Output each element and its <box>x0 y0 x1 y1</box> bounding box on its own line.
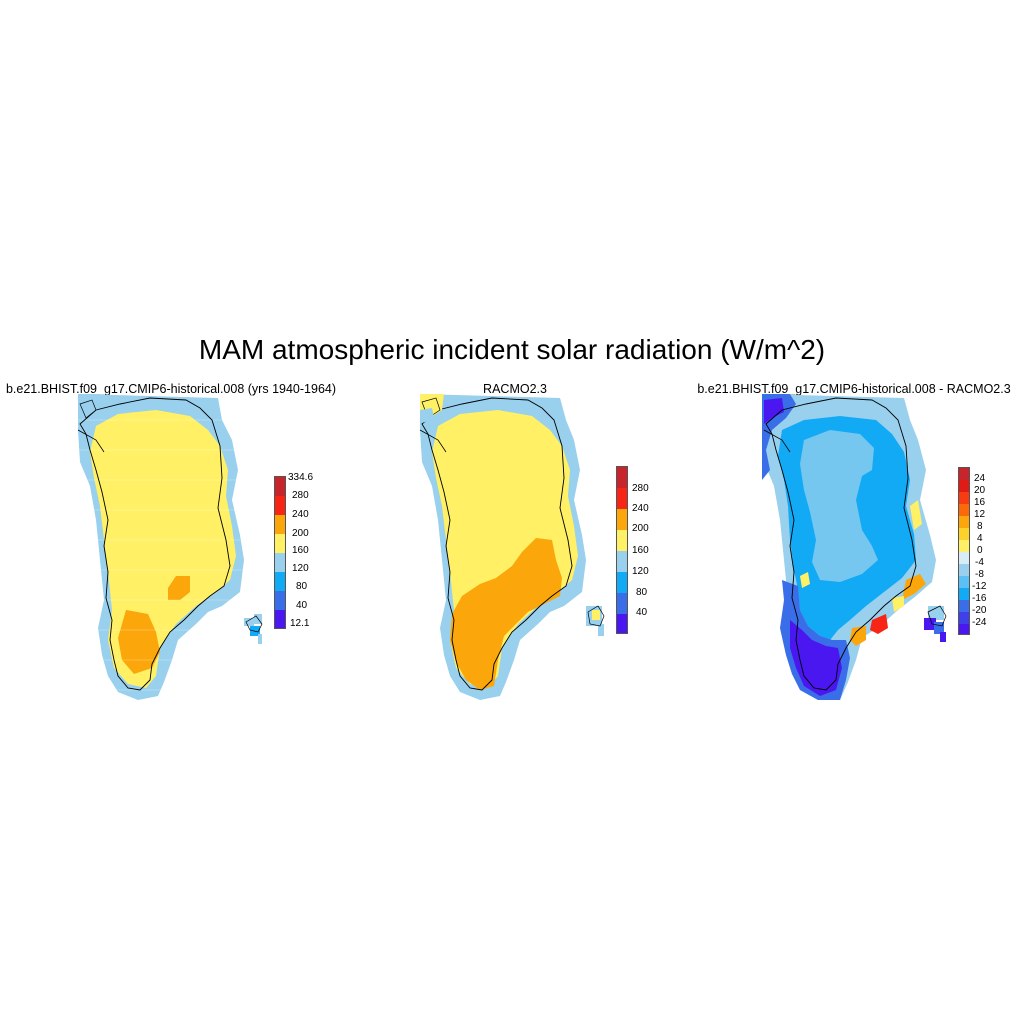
colorbar-3 <box>958 467 970 635</box>
colorbar-3-label: 0 <box>977 545 983 556</box>
colorbar-3-label: 20 <box>974 485 986 496</box>
colorbar-1-label: 12.1 <box>290 618 310 629</box>
colorbar-3-label: 8 <box>977 521 983 532</box>
colorbar-3-label: 12 <box>974 509 986 520</box>
colorbar-3-label: -20 <box>972 605 987 616</box>
greenland-field-1 <box>78 394 244 700</box>
colorbar-1-label: 160 <box>292 545 309 556</box>
panel-2-map <box>419 394 605 700</box>
panel-1-title: b.e21.BHIST.f09_g17.CMIP6-historical.008… <box>5 382 337 396</box>
coastline-1 <box>79 397 231 691</box>
panel-3-map <box>762 394 947 700</box>
colorbar-2-label: 280 <box>632 483 649 494</box>
panel-3-title: b.e21.BHIST.f09_g17.CMIP6-historical.008… <box>697 382 1011 396</box>
colorbar-1-label: 40 <box>296 600 308 611</box>
ellesmere-fragment-1 <box>78 394 100 420</box>
colorbar-3-label: -24 <box>972 617 987 628</box>
greenland-field-3 <box>762 394 936 700</box>
colorbar-1-label: 334.6 <box>288 472 314 483</box>
greenland-field-2 <box>420 394 586 700</box>
colorbar-1-label: 80 <box>296 581 308 592</box>
colorbar-2 <box>616 466 628 634</box>
coastline-2 <box>421 397 573 691</box>
colorbar-2-label: 200 <box>632 523 649 534</box>
figure-title: MAM atmospheric incident solar radiation… <box>198 334 826 365</box>
colorbar-2-label: 80 <box>636 587 648 598</box>
colorbar-1-label: 240 <box>292 509 309 520</box>
colorbar-2-label: 240 <box>632 503 649 514</box>
colorbar-2-label: 40 <box>636 607 648 618</box>
colorbar-2-label: 120 <box>632 566 649 577</box>
panel-1-map <box>77 394 263 700</box>
colorbar-3-label: 24 <box>974 473 986 484</box>
colorbar-3-label: -8 <box>975 569 984 580</box>
colorbar-3-label: 16 <box>974 497 986 508</box>
coastline-3 <box>765 397 917 691</box>
iceland-fragment-1 <box>244 614 263 644</box>
colorbar-3-label: 4 <box>977 533 983 544</box>
colorbar-3-label: -4 <box>975 557 984 568</box>
colorbar-2-label: 160 <box>632 545 649 556</box>
panel-2-title: RACMO2.3 <box>483 382 547 396</box>
iceland-fragment-2 <box>586 605 605 636</box>
ellesmere-fragment-2 <box>420 394 444 424</box>
colorbar-1-label: 280 <box>292 490 309 501</box>
colorbar-3-label: -16 <box>972 593 987 604</box>
colorbar-1-label: 120 <box>292 563 309 574</box>
colorbar-3-label: -12 <box>972 581 987 592</box>
colorbar-1 <box>274 476 286 629</box>
colorbar-1-label: 200 <box>292 528 309 539</box>
iceland-fragment-3 <box>924 605 947 642</box>
